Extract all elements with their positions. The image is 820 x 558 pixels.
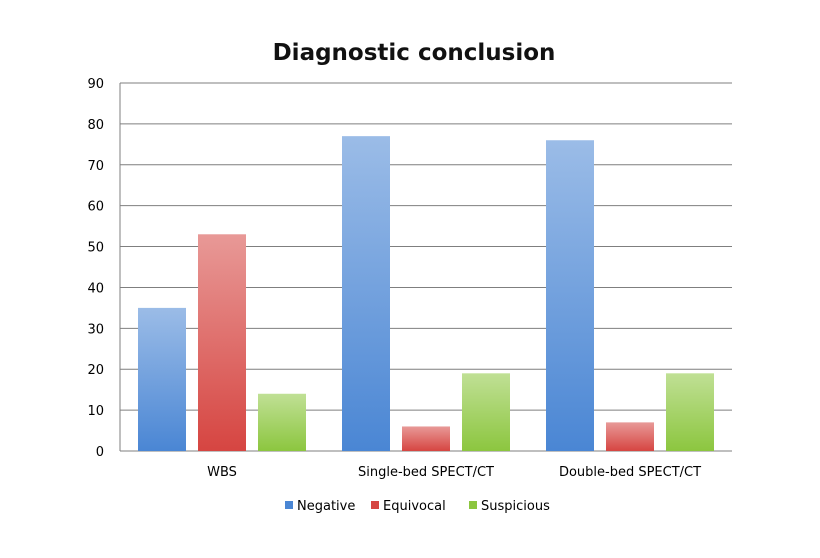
x-category-label: Double-bed SPECT/CT [559,465,701,480]
legend-label-equivocal: Equivocal [383,499,446,514]
bar-suspicious-0 [258,393,306,451]
y-tick-label: 80 [87,118,104,133]
x-category-label: WBS [207,465,237,480]
bar-suspicious-2 [666,373,714,451]
bar-equivocal-0 [198,234,246,451]
y-tick-label: 10 [87,404,104,419]
bar-equivocal-2 [606,422,654,451]
bar-negative-0 [138,307,186,451]
y-tick-label: 70 [87,159,104,174]
y-tick-label: 20 [87,363,104,378]
bar-suspicious-1 [462,373,510,451]
bar-negative-1 [342,136,390,451]
y-tick-label: 50 [87,241,104,256]
y-tick-label: 90 [87,77,104,92]
bars [138,136,714,451]
chart-title: Diagnostic conclusion [273,40,556,66]
legend-swatch-equivocal [371,501,379,509]
y-tick-label: 60 [87,200,104,215]
legend-label-suspicious: Suspicious [481,499,550,514]
legend-swatch-suspicious [469,501,477,509]
bar-negative-2 [546,140,594,451]
legend-swatch-negative [285,501,293,509]
y-tick-label: 40 [87,281,104,296]
axes: 0 10 20 30 40 50 60 70 80 90 WBS Single-bed SPECT/C… [87,77,701,480]
y-tick-label: 30 [87,322,104,337]
y-tick-label: 0 [96,445,104,460]
legend: Negative Equivocal Suspicious [285,499,550,514]
bar-equivocal-1 [402,426,450,451]
x-category-label: Single-bed SPECT/CT [358,465,494,480]
legend-label-negative: Negative [297,499,355,514]
